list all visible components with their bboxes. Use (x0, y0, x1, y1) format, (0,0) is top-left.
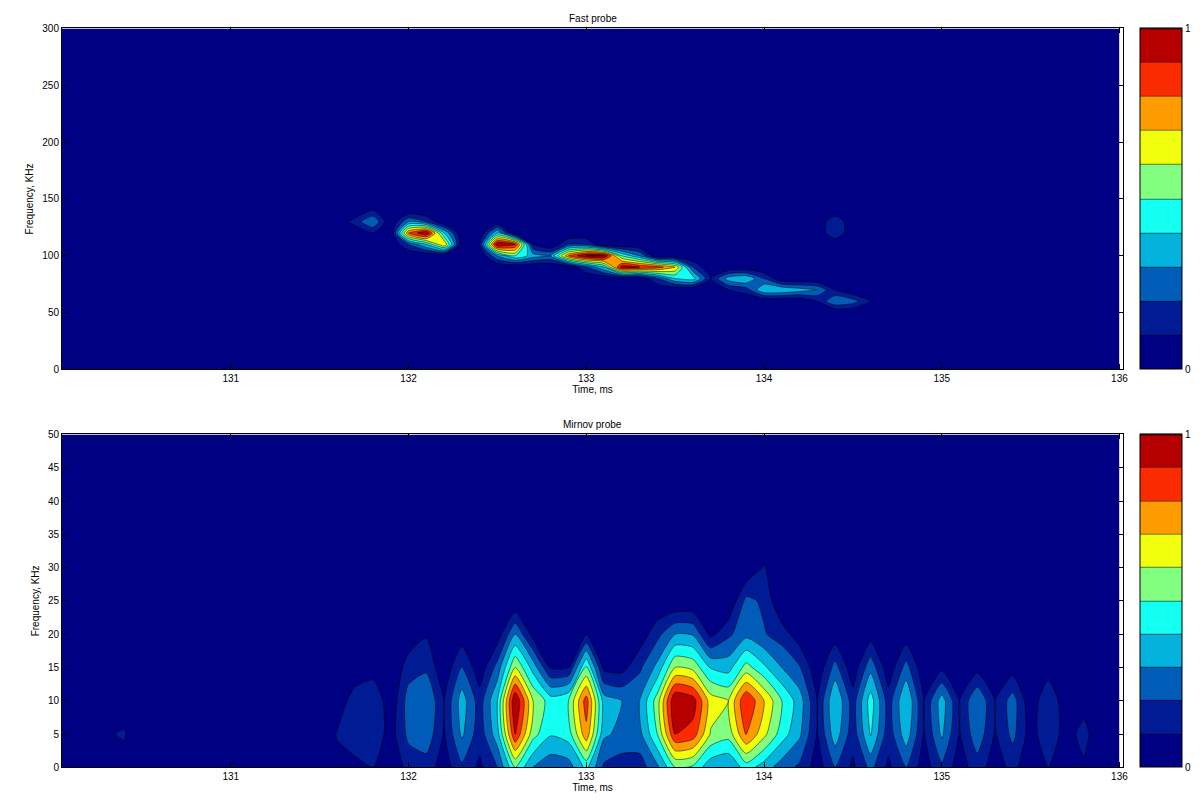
svg-text:10: 10 (48, 695, 60, 706)
svg-text:5: 5 (53, 729, 59, 740)
svg-text:15: 15 (48, 662, 60, 673)
svg-text:0: 0 (53, 364, 59, 375)
svg-text:30: 30 (48, 562, 60, 573)
svg-text:132: 132 (400, 771, 417, 782)
svg-text:1: 1 (1185, 23, 1191, 34)
svg-text:136: 136 (1111, 771, 1128, 782)
svg-text:200: 200 (42, 137, 59, 148)
svg-text:135: 135 (933, 373, 950, 384)
svg-text:Mirnov probe: Mirnov probe (563, 419, 622, 430)
svg-text:1: 1 (1185, 429, 1191, 440)
svg-text:0: 0 (1185, 364, 1191, 375)
svg-text:134: 134 (756, 373, 773, 384)
svg-text:250: 250 (42, 80, 59, 91)
svg-text:40: 40 (48, 496, 60, 507)
svg-text:131: 131 (222, 771, 239, 782)
svg-text:133: 133 (578, 373, 595, 384)
svg-text:Frequency, KHz: Frequency, KHz (30, 565, 41, 636)
svg-text:133: 133 (578, 771, 595, 782)
svg-text:132: 132 (400, 373, 417, 384)
svg-text:135: 135 (933, 771, 950, 782)
svg-text:50: 50 (48, 307, 60, 318)
svg-text:Fast probe: Fast probe (569, 13, 617, 24)
svg-text:0: 0 (53, 762, 59, 773)
svg-text:50: 50 (48, 429, 60, 440)
svg-text:300: 300 (42, 23, 59, 34)
svg-text:131: 131 (222, 373, 239, 384)
svg-text:100: 100 (42, 250, 59, 261)
svg-text:Frequency, KHz: Frequency, KHz (24, 163, 35, 234)
svg-text:0: 0 (1185, 762, 1191, 773)
svg-text:35: 35 (48, 529, 60, 540)
svg-text:20: 20 (48, 629, 60, 640)
svg-text:150: 150 (42, 193, 59, 204)
svg-text:25: 25 (48, 595, 60, 606)
svg-text:Time, ms: Time, ms (572, 384, 613, 395)
svg-text:Time, ms: Time, ms (572, 782, 613, 793)
svg-text:45: 45 (48, 462, 60, 473)
svg-text:134: 134 (756, 771, 773, 782)
svg-text:136: 136 (1111, 373, 1128, 384)
